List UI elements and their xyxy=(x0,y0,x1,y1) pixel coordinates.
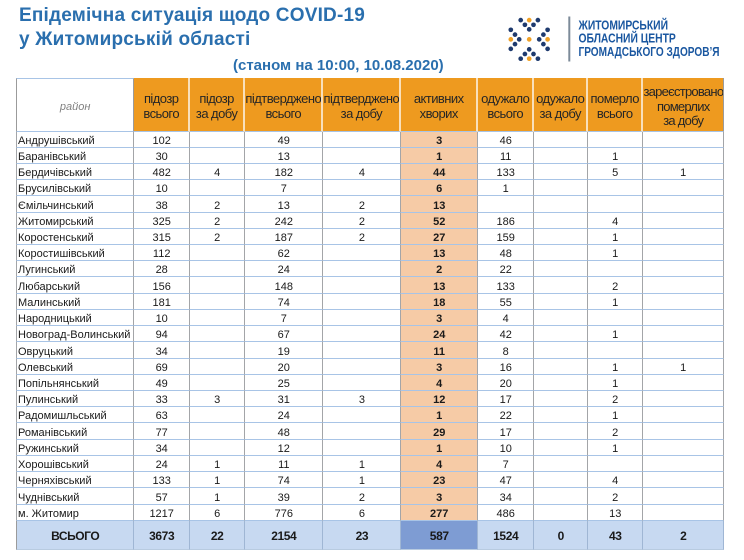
svg-text:ОБЛАСНИЙ ЦЕНТР: ОБЛАСНИЙ ЦЕНТР xyxy=(579,31,677,46)
svg-text:ГРОМАДСЬКОГО ЗДОРОВ’Я: ГРОМАДСЬКОГО ЗДОРОВ’Я xyxy=(579,44,720,59)
svg-text:ЖИТОМИРСЬКИЙ: ЖИТОМИРСЬКИЙ xyxy=(578,18,668,33)
